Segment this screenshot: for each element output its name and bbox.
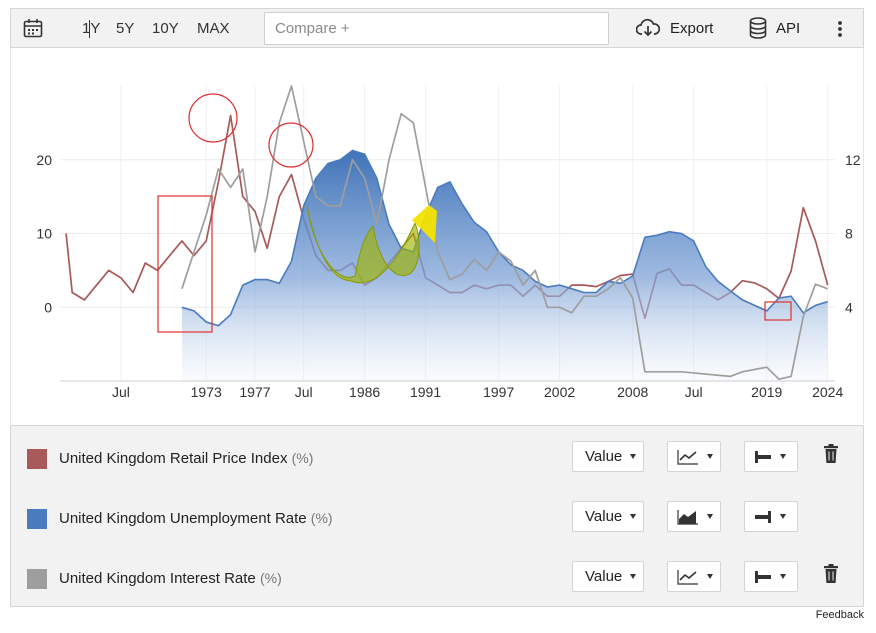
axis-dropdown[interactable] xyxy=(744,561,798,592)
left-axis-icon xyxy=(755,571,771,583)
x-tick-label: 1997 xyxy=(483,384,514,400)
combined-chart[interactable]: 0 10 20 4 8 12 Jul 1973 1977 Jul 1986 1991 1997 2002 2… xyxy=(11,48,865,424)
y-left-tick-label: 10 xyxy=(36,226,52,242)
right-axis-icon xyxy=(755,511,771,523)
annotation-highlight-olive xyxy=(306,205,420,284)
series-line-interest-rate[interactable] xyxy=(181,85,828,381)
x-tick-label: 1977 xyxy=(239,384,270,400)
line-chart-icon xyxy=(677,450,698,465)
x-tick-label: Jul xyxy=(112,384,130,400)
annotation-highlight-yellow xyxy=(412,205,437,243)
series-name: United Kingdom Interest Rate (%) xyxy=(59,570,282,587)
x-tick-label: 2002 xyxy=(544,384,575,400)
chart-type-dropdown[interactable] xyxy=(667,441,721,472)
line-chart-icon xyxy=(677,570,698,585)
value-dropdown[interactable]: Value xyxy=(572,501,644,532)
x-tick-label: Jul xyxy=(295,384,313,400)
database-icon[interactable] xyxy=(749,17,767,39)
range-max-button[interactable]: MAX xyxy=(197,20,230,37)
range-5y-button[interactable]: 5Y xyxy=(116,20,135,37)
legend-row-retail-price-index: United Kingdom Retail Price Index (%) Va… xyxy=(11,426,863,486)
calendar-icon[interactable] xyxy=(23,18,43,38)
series-line-unemployment[interactable] xyxy=(181,149,828,327)
chart-type-dropdown[interactable] xyxy=(667,501,721,532)
compare-input[interactable] xyxy=(264,12,609,45)
series-color-swatch[interactable] xyxy=(27,449,47,469)
range-divider xyxy=(89,20,90,38)
x-tick-label: Jul xyxy=(685,384,703,400)
y-right-tick-label: 12 xyxy=(845,152,861,168)
axis-dropdown[interactable] xyxy=(744,501,798,532)
range-10y-button[interactable]: 10Y xyxy=(152,20,179,37)
x-tick-label: 2019 xyxy=(751,384,782,400)
series-legend: United Kingdom Retail Price Index (%) Va… xyxy=(10,425,864,607)
y-left-tick-label: 0 xyxy=(44,299,52,315)
value-dropdown[interactable]: Value xyxy=(572,441,644,472)
feedback-link[interactable]: Feedback xyxy=(815,609,864,621)
series-name: United Kingdom Retail Price Index (%) xyxy=(59,450,314,467)
annotation-box-1972 xyxy=(157,195,213,333)
delete-series-icon[interactable] xyxy=(823,564,839,584)
area-chart-icon xyxy=(677,510,698,525)
cloud-download-icon[interactable] xyxy=(636,18,660,38)
chart-panel: 0 10 20 4 8 12 Jul 1973 1977 Jul 1986 1991 1997 2002 2… xyxy=(10,48,864,424)
series-color-swatch[interactable] xyxy=(27,569,47,589)
delete-series-icon[interactable] xyxy=(823,444,839,464)
x-tick-label: 1986 xyxy=(349,384,380,400)
legend-row-unemployment-rate: United Kingdom Unemployment Rate (%) Val… xyxy=(11,486,863,546)
annotation-circle-peak-1975 xyxy=(188,93,238,143)
api-button[interactable]: API xyxy=(776,20,801,37)
y-right-tick-label: 4 xyxy=(845,299,853,315)
export-button[interactable]: Export xyxy=(670,20,714,37)
value-dropdown[interactable]: Value xyxy=(572,561,644,592)
more-options-icon[interactable] xyxy=(837,20,843,38)
y-right-tick-label: 8 xyxy=(845,226,853,242)
legend-row-interest-rate: United Kingdom Interest Rate (%) Value xyxy=(11,546,863,606)
x-tick-label: 1991 xyxy=(410,384,441,400)
chart-type-dropdown[interactable] xyxy=(667,561,721,592)
left-axis-icon xyxy=(755,451,771,463)
x-tick-label: 2024 xyxy=(812,384,843,400)
annotation-circle-peak-1980 xyxy=(268,122,314,168)
range-1y-button[interactable]: 1Y xyxy=(82,20,101,37)
axis-dropdown[interactable] xyxy=(744,441,798,472)
y-left-tick-label: 20 xyxy=(36,152,52,168)
series-name: United Kingdom Unemployment Rate (%) xyxy=(59,510,333,527)
chart-toolbar: 1Y 5Y 10Y MAX Export API xyxy=(10,8,864,48)
chart-annotations xyxy=(157,93,792,333)
series-color-swatch[interactable] xyxy=(27,509,47,529)
annotation-box-2019 xyxy=(764,301,792,321)
x-tick-label: 2008 xyxy=(617,384,648,400)
x-tick-label: 1973 xyxy=(191,384,222,400)
series-area-unemployment[interactable] xyxy=(181,150,828,382)
